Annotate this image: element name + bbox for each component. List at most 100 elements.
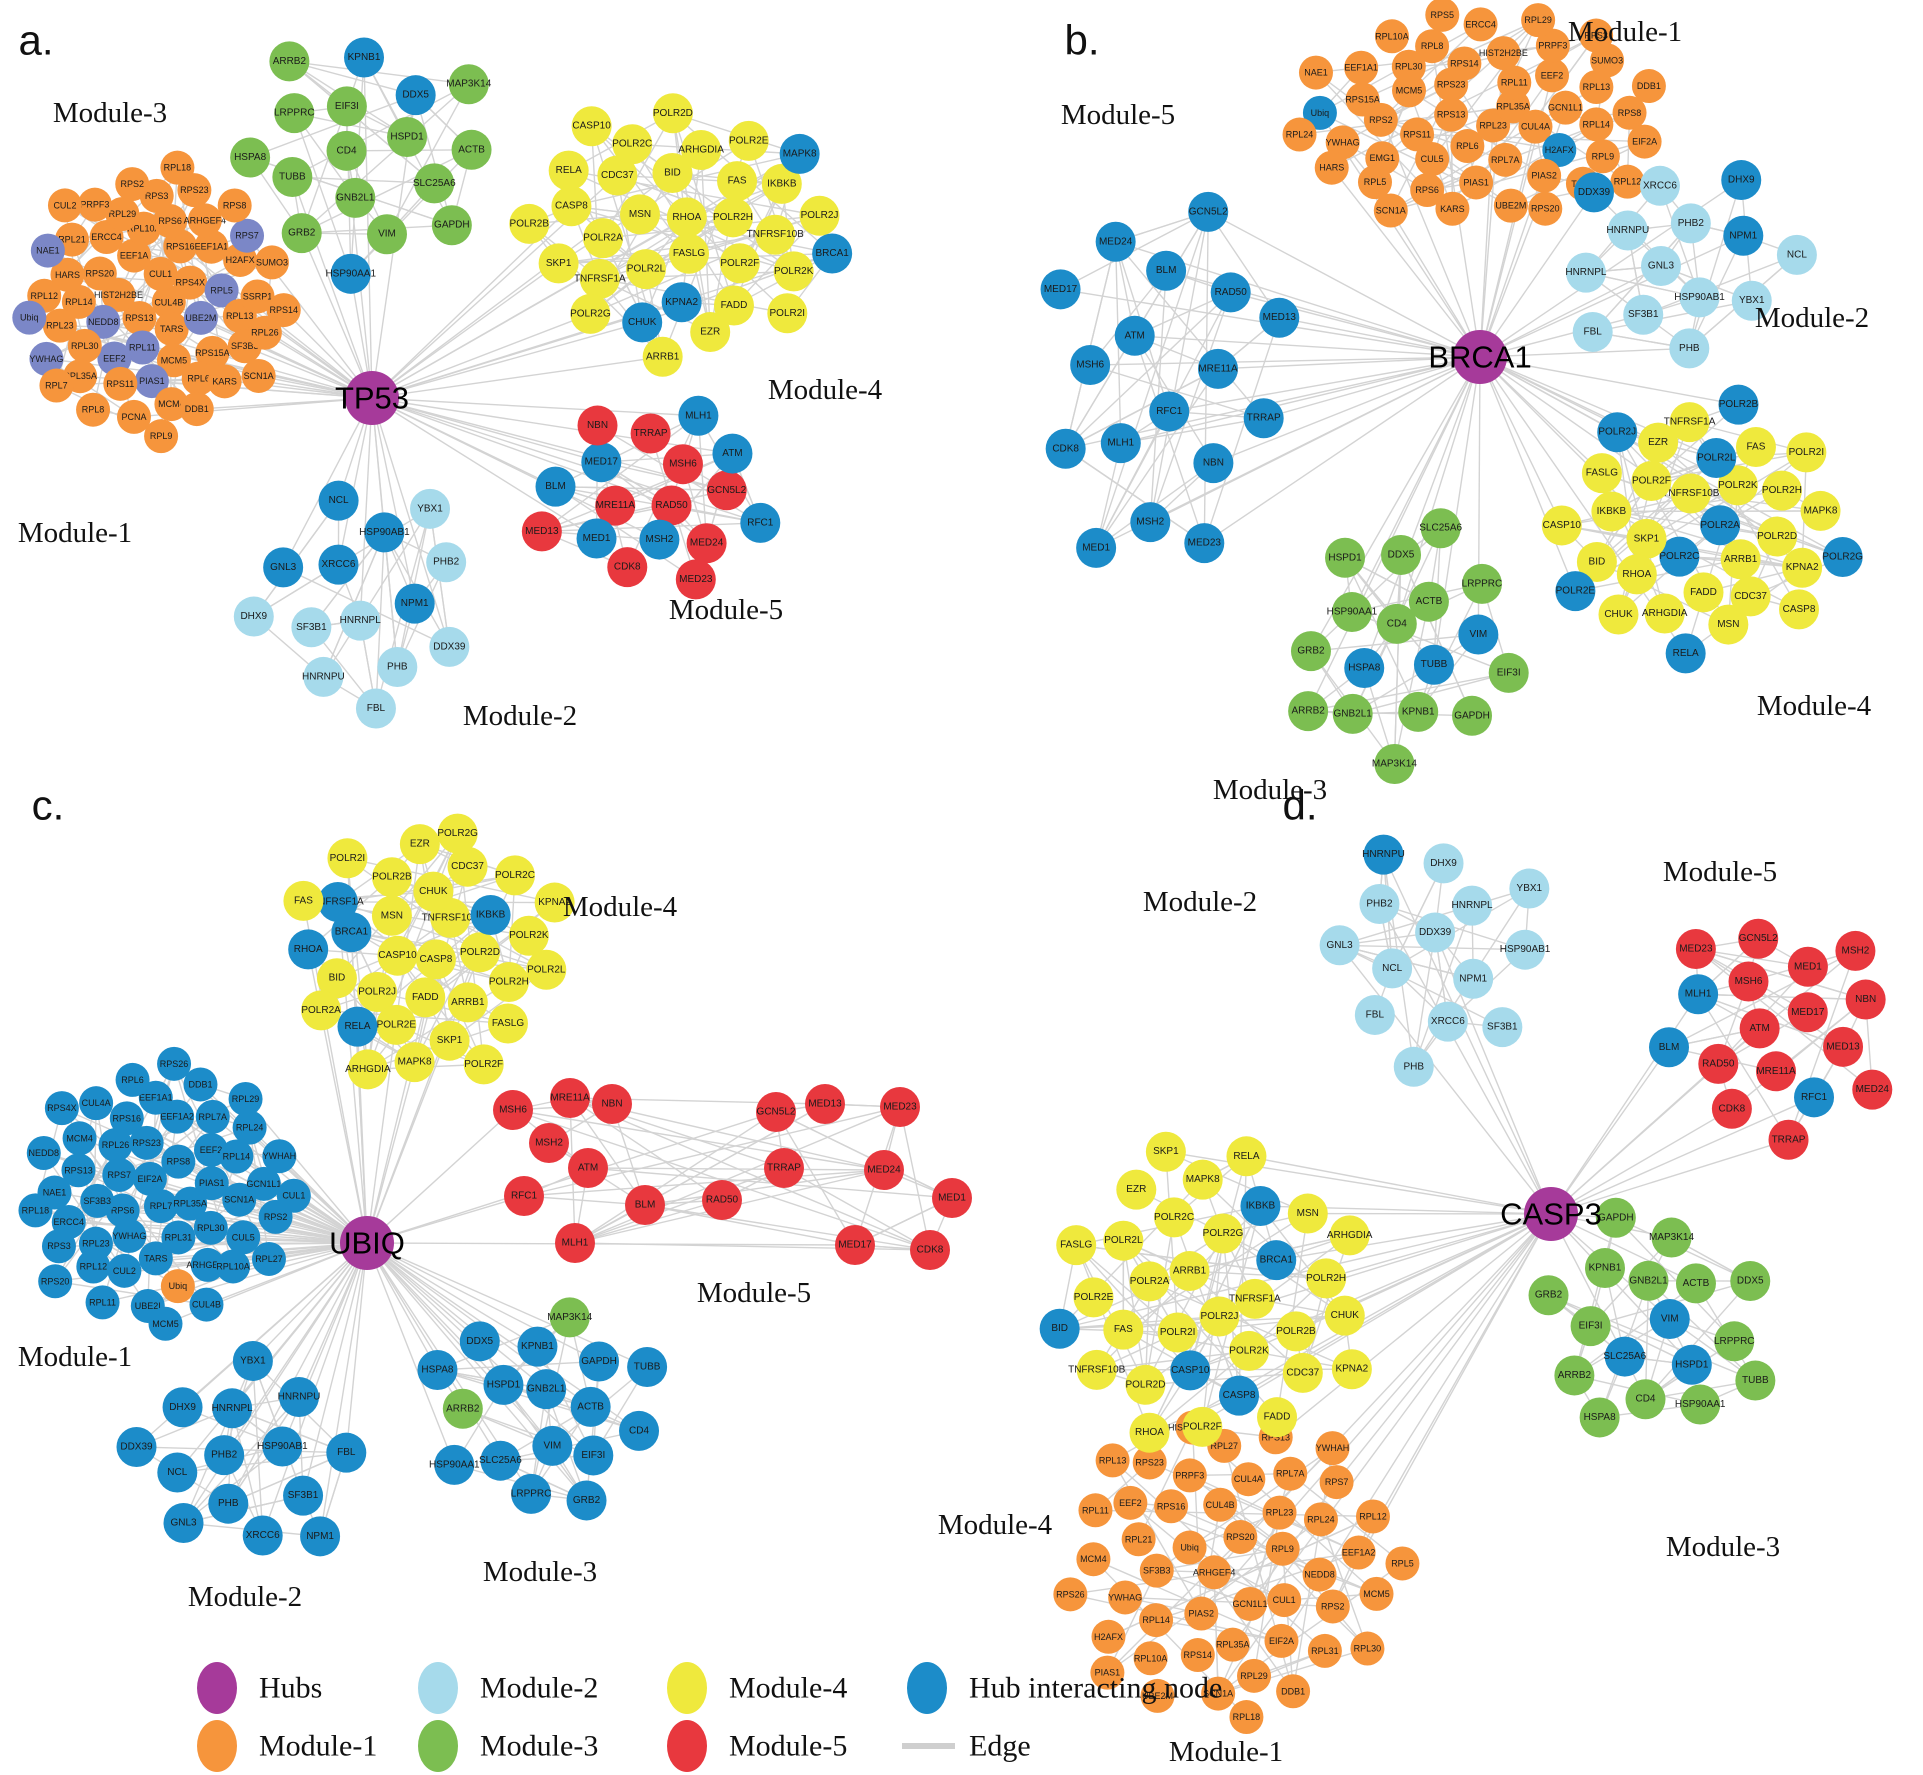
node-label-BRCA1: BRCA1 [335, 927, 369, 938]
node-label-EMG1: EMG1 [1370, 153, 1396, 163]
node-label-HNRNPL: HNRNPL [340, 615, 382, 626]
node-label-YBX1: YBX1 [240, 1355, 266, 1366]
node-label-CUL5: CUL5 [232, 1232, 255, 1242]
node-label-MLH1: MLH1 [562, 1238, 589, 1249]
network-node-TUBB: TUBB [272, 156, 313, 197]
node-label-RPS23: RPS23 [132, 1138, 161, 1148]
node-label-GAPDH: GAPDH [1454, 710, 1490, 721]
node-label-LRPPRC: LRPPRC [1462, 578, 1503, 589]
node-label-RPL18: RPL18 [164, 163, 192, 173]
hub-label-UBIQ: UBIQ [329, 1226, 405, 1261]
node-label-RAD50: RAD50 [655, 500, 688, 511]
node-label-HSPD1: HSPD1 [1328, 552, 1362, 563]
node-label-IKBKB: IKBKB [1597, 506, 1627, 517]
network-node-GRB2: GRB2 [566, 1480, 607, 1521]
module-label-b-module-3: Module-3 [1213, 774, 1327, 806]
network-node-ACTB: ACTB [451, 129, 492, 170]
network-node-XRCC6: XRCC6 [1427, 1001, 1468, 1042]
network-node-EEF1A: EEF1A [117, 238, 152, 273]
node-label-RPL12: RPL12 [80, 1262, 108, 1272]
node-label-GCN1L1: GCN1L1 [1548, 103, 1583, 113]
network-node-RPL29: RPL29 [1521, 3, 1556, 38]
node-label-RPL5: RPL5 [210, 285, 233, 295]
node-label-FASLG: FASLG [1060, 1240, 1092, 1251]
node-label-RAD50: RAD50 [706, 1195, 739, 1206]
node-label-CDK8: CDK8 [614, 562, 641, 573]
node-label-RPL23: RPL23 [46, 321, 74, 331]
network-node-RPS20: RPS20 [1223, 1519, 1258, 1554]
node-label-RPL7: RPL7 [45, 381, 68, 391]
network-node-YWHAG: YWHAG [1108, 1580, 1142, 1615]
network-node-GNL3: GNL3 [163, 1503, 204, 1544]
node-label-DDB1: DDB1 [1281, 1686, 1305, 1696]
node-label-PIAS1: PIAS1 [1463, 177, 1489, 187]
network-node-POLR2B: POLR2B [509, 203, 550, 244]
module-label-d-module-5: Module-5 [1663, 856, 1777, 888]
node-label-CUL4A: CUL4A [82, 1098, 111, 1108]
network-node-POLR2D: POLR2D [1125, 1364, 1165, 1405]
network-node-NPM1: NPM1 [394, 583, 435, 624]
node-label-RHOA: RHOA [294, 944, 323, 955]
node-label-CDK8: CDK8 [1719, 1103, 1746, 1114]
node-label-CUL4A: CUL4A [1234, 1474, 1263, 1484]
network-node-FAS: FAS [1103, 1309, 1144, 1350]
node-label-CASP10: CASP10 [1171, 1365, 1210, 1376]
network-node-RPL18: RPL18 [1229, 1700, 1264, 1735]
panel-letter-a: a. [18, 17, 53, 64]
node-label-SSRP1: SSRP1 [243, 291, 273, 301]
network-node-RPL29: RPL29 [228, 1081, 263, 1116]
network-node-POLR2A: POLR2A [1700, 505, 1740, 546]
node-label-RPL6: RPL6 [1456, 141, 1479, 151]
node-label-RPL13: RPL13 [1099, 1455, 1127, 1465]
network-node-MED1: MED1 [576, 518, 617, 559]
node-label-TRRAP: TRRAP [1772, 1134, 1806, 1145]
network-node-MLH1: MLH1 [1100, 423, 1141, 464]
network-node-MLH1: MLH1 [1678, 974, 1719, 1015]
node-label-RPS2: RPS2 [1321, 1601, 1345, 1611]
node-label-LRPPRC: LRPPRC [274, 108, 315, 119]
node-label-HSPA8: HSPA8 [1348, 663, 1380, 674]
legend-swatch [418, 1662, 458, 1714]
node-label-ACTB: ACTB [1683, 1278, 1710, 1289]
node-label-POLR2H: POLR2H [489, 977, 529, 988]
network-node-RPS11: RPS11 [103, 366, 138, 401]
network-node-GCN1L1: GCN1L1 [246, 1166, 281, 1201]
node-label-MED24: MED24 [1856, 1084, 1890, 1095]
node-label-IKBKB: IKBKB [476, 909, 506, 920]
node-label-TUBB: TUBB [1421, 659, 1448, 670]
node-label-POLR2L: POLR2L [1697, 453, 1736, 464]
network-node-RPL7A: RPL7A [1488, 142, 1523, 177]
node-label-POLR2B: POLR2B [1719, 399, 1759, 410]
node-label-POLR2C: POLR2C [495, 870, 535, 881]
node-label-GRB2: GRB2 [573, 1495, 601, 1506]
node-label-PHB: PHB [218, 1498, 239, 1509]
node-label-HSPD1: HSPD1 [390, 131, 424, 142]
network-node-HSP90AA1: HSP90AA1 [429, 1444, 480, 1485]
node-label-NCL: NCL [167, 1467, 187, 1478]
network-node-SKP1: SKP1 [429, 1020, 470, 1061]
network-node-DHX9: DHX9 [233, 596, 274, 637]
node-label-POLR2B: POLR2B [510, 218, 550, 229]
node-label-RPS13: RPS13 [1261, 1432, 1290, 1442]
node-label-ARHGDIA: ARHGDIA [678, 145, 724, 156]
network-node-DDX39: DDX39 [429, 626, 470, 667]
node-label-RPS2: RPS2 [264, 1212, 288, 1222]
node-label-RPL14: RPL14 [1142, 1615, 1170, 1625]
network-node-NPM1: NPM1 [1723, 215, 1764, 256]
network-node-CUL5: CUL5 [226, 1220, 261, 1255]
network-node-HSP90AA1: HSP90AA1 [1675, 1384, 1726, 1425]
network-node-POLR2G: POLR2G [437, 813, 478, 854]
node-label-PIAS2: PIAS2 [1531, 171, 1557, 181]
network-node-RPL31: RPL31 [1307, 1633, 1342, 1668]
node-label-RPL7: RPL7 [150, 1201, 173, 1211]
network-node-MED13: MED13 [805, 1084, 845, 1124]
node-label-CHUK: CHUK [1604, 609, 1633, 620]
node-label-HARS: HARS [1319, 163, 1344, 173]
network-node-GRB2: GRB2 [1290, 631, 1331, 672]
network-node-CUL1: CUL1 [276, 1178, 311, 1213]
node-label-RPL11: RPL11 [1501, 78, 1528, 88]
node-label-CASP10: CASP10 [1543, 520, 1582, 531]
network-node-MAP3K14: MAP3K14 [1372, 743, 1417, 784]
node-label-SF3B3: SF3B3 [231, 341, 259, 351]
network-node-POLR2A: POLR2A [1129, 1261, 1170, 1302]
